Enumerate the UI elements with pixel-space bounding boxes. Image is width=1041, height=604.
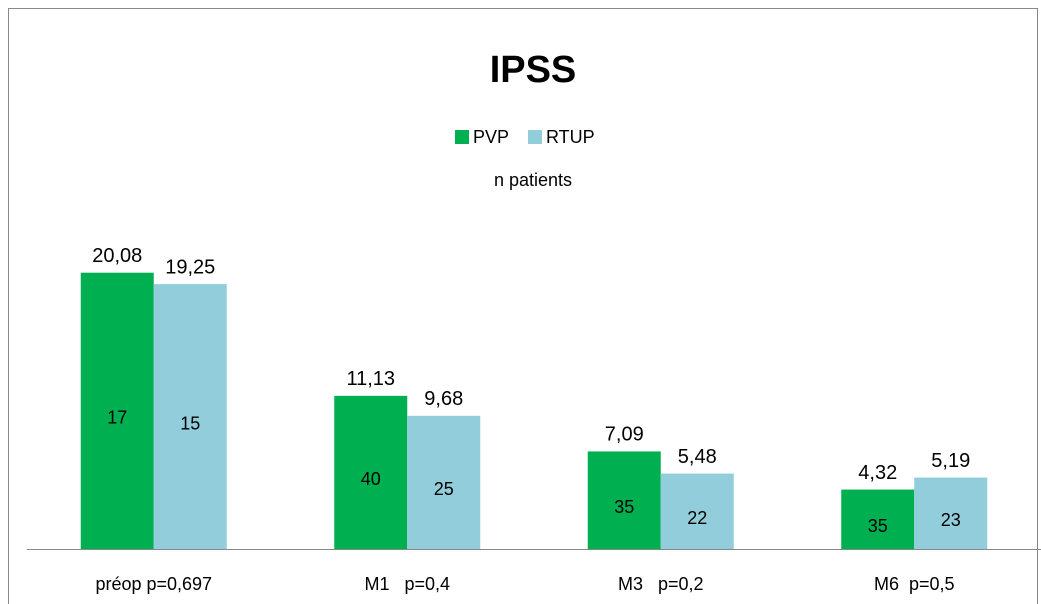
value-label: 19,25 bbox=[165, 256, 215, 278]
count-label: 23 bbox=[941, 510, 961, 530]
chart-frame bbox=[8, 8, 1038, 604]
bar bbox=[80, 272, 154, 549]
bar bbox=[334, 395, 408, 549]
value-label: 11,13 bbox=[346, 368, 395, 390]
count-label: 40 bbox=[361, 469, 381, 489]
count-label: 15 bbox=[180, 413, 200, 433]
value-label: 5,19 bbox=[931, 450, 970, 472]
count-label: 22 bbox=[687, 508, 707, 528]
x-tick-label: préop p=0,697 bbox=[95, 574, 212, 594]
bar bbox=[914, 477, 988, 549]
count-label: 25 bbox=[434, 479, 454, 499]
value-label: 5,48 bbox=[678, 446, 717, 468]
bar bbox=[153, 284, 227, 549]
x-tick-label: M3 p=0,2 bbox=[618, 574, 704, 594]
x-tick-label: M1 p=0,4 bbox=[364, 574, 450, 594]
count-label: 17 bbox=[107, 408, 127, 428]
bar bbox=[587, 451, 661, 549]
bar bbox=[407, 415, 481, 549]
x-tick-label: M6 p=0,5 bbox=[874, 574, 955, 594]
legend-label: RTUP bbox=[546, 127, 595, 147]
annotation: n patients bbox=[494, 170, 572, 190]
value-label: 9,68 bbox=[424, 388, 463, 410]
legend-label: PVP bbox=[473, 127, 509, 147]
bar bbox=[660, 473, 734, 549]
legend-swatch bbox=[455, 130, 469, 144]
value-label: 20,08 bbox=[92, 245, 142, 267]
value-label: 7,09 bbox=[605, 424, 644, 446]
count-label: 35 bbox=[868, 516, 888, 536]
count-label: 35 bbox=[614, 497, 634, 517]
bar bbox=[841, 489, 915, 549]
chart-title: IPSS bbox=[490, 49, 577, 91]
value-label: 4,32 bbox=[858, 462, 897, 484]
legend-swatch bbox=[528, 130, 542, 144]
